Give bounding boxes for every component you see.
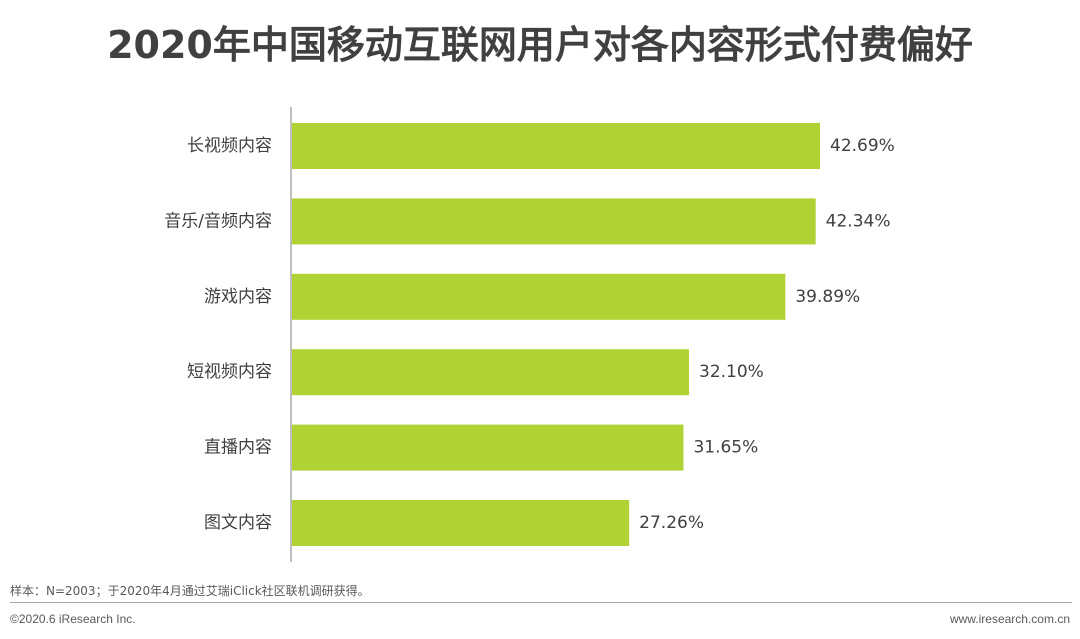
bar-3 [292, 273, 786, 320]
bar-4 [292, 349, 690, 396]
bar-chart: 长视频内容 42.69% 音乐/音频内容 42.34% 游戏内容 39.89% 短视频内容 3… [164, 107, 895, 562]
chart-title: 2020年中国移动互联网用户对各内容形式付费偏好 [107, 23, 973, 67]
website-text: www.iresearch.com.cn [949, 612, 1070, 626]
footer-divider [10, 602, 1072, 603]
category-label-2: 音乐/音频内容 [164, 211, 272, 231]
value-label-3: 39.89% [795, 287, 860, 307]
value-label-5: 31.65% [693, 438, 758, 458]
category-label-6: 图文内容 [204, 513, 272, 533]
sample-note: 样本：N=2003；于2020年4月通过艾瑞iClick社区联机调研获得。 [10, 584, 370, 598]
value-label-6: 27.26% [639, 513, 704, 533]
bar-1 [292, 123, 820, 169]
bar-6 [292, 500, 630, 546]
bars-group: 长视频内容 42.69% 音乐/音频内容 42.34% 游戏内容 39.89% 短视频内容 3… [164, 123, 895, 546]
category-label-4: 短视频内容 [187, 362, 272, 382]
value-label-4: 32.10% [699, 362, 764, 382]
bar-2 [292, 198, 816, 245]
bar-5 [292, 424, 684, 471]
value-label-2: 42.34% [826, 211, 891, 231]
copyright-text: ©2020.6 iResearch Inc. [10, 612, 136, 626]
category-label-5: 直播内容 [204, 438, 272, 458]
category-label-1: 长视频内容 [187, 136, 272, 156]
value-label-1: 42.69% [830, 136, 895, 156]
category-label-3: 游戏内容 [204, 287, 272, 307]
